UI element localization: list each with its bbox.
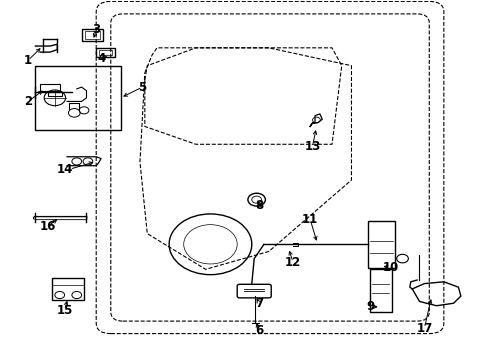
Text: 3: 3	[92, 23, 100, 36]
Text: 4: 4	[97, 52, 105, 65]
Bar	[99, 50, 112, 55]
Bar	[40, 84, 60, 91]
Text: 15: 15	[56, 304, 73, 317]
Bar	[52, 278, 84, 300]
Text: 17: 17	[415, 322, 432, 335]
Text: 9: 9	[366, 300, 374, 313]
Text: 8: 8	[254, 198, 263, 212]
Text: 6: 6	[254, 324, 263, 337]
Text: 2: 2	[24, 95, 32, 108]
Bar	[47, 92, 62, 96]
Bar	[81, 29, 103, 41]
Text: 11: 11	[302, 213, 318, 226]
Text: 7: 7	[255, 297, 263, 310]
Bar	[85, 31, 100, 39]
Text: 5: 5	[138, 81, 146, 94]
Text: 10: 10	[382, 261, 398, 274]
Text: 14: 14	[56, 163, 73, 176]
Bar	[96, 48, 115, 57]
Text: 1: 1	[24, 54, 32, 67]
Text: 12: 12	[285, 256, 301, 269]
Text: 13: 13	[304, 140, 320, 153]
Text: 16: 16	[40, 220, 56, 233]
